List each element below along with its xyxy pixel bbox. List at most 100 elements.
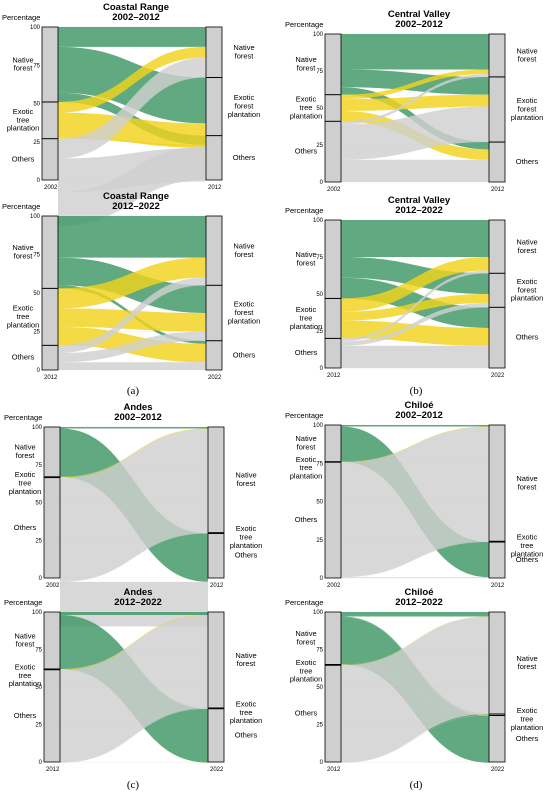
flows <box>60 427 208 627</box>
x-label-start: 2012 <box>44 375 58 381</box>
stack-bar-frame <box>324 424 342 579</box>
y-tick-label: 50 <box>316 292 323 298</box>
right-category-label: Others <box>516 157 539 166</box>
y-tick-label: 0 <box>37 178 41 184</box>
right-stack-bar <box>488 33 506 183</box>
stack-bar-frame <box>205 26 223 181</box>
flow-band <box>58 112 206 148</box>
x-label-end: 2012 <box>491 187 505 193</box>
flow-band <box>341 715 489 763</box>
stack-bar-frame <box>324 33 342 183</box>
right-category-label: Exotic tree plantation <box>511 533 544 559</box>
flow-band <box>341 320 489 346</box>
flow-band <box>341 577 489 578</box>
panel-subtitle: 2012–2022 <box>395 597 443 608</box>
left-category-label: Exotic tree plantation <box>290 658 323 684</box>
x-label-start: 2002 <box>44 185 58 191</box>
left-category-label: Native forest <box>295 434 316 451</box>
right-category-label: Native forest <box>516 237 537 254</box>
y-tick-label: 75 <box>316 255 323 261</box>
x-label-start: 2002 <box>327 187 341 193</box>
y-tick-label: 25 <box>35 538 42 544</box>
stack-bar-frame <box>488 424 506 579</box>
group-label-c: (c) <box>127 779 140 791</box>
flow-band <box>60 429 208 582</box>
y-tick-label: 50 <box>316 685 323 691</box>
flow-band <box>341 106 489 160</box>
right-category-label: Native forest <box>233 241 254 258</box>
flow-band <box>60 708 208 763</box>
left-stack-bar <box>324 219 342 369</box>
flow-band <box>58 257 206 309</box>
x-label-start: 2012 <box>46 767 60 773</box>
panel-subtitle: 2002–2012 <box>112 12 160 23</box>
left-category-label: Native forest <box>14 631 35 648</box>
flow-band <box>341 541 489 578</box>
x-label-end: 2012 <box>208 185 222 191</box>
stack-bar-frame <box>207 426 225 579</box>
left-category-label: Native forest <box>295 250 316 267</box>
left-category-label: Exotic tree plantation <box>290 305 323 331</box>
right-category-label: Native forest <box>516 474 537 491</box>
flow-band <box>341 426 489 463</box>
flow-band <box>341 270 489 342</box>
y-tick-label: 75 <box>316 69 323 75</box>
panel-subtitle: 2012–2022 <box>112 201 160 212</box>
flow-band <box>58 146 206 226</box>
flow-band <box>58 362 206 370</box>
y-tick-label: 75 <box>316 648 323 654</box>
flow-band <box>341 616 489 763</box>
flow-band <box>60 615 208 670</box>
panel-title: Coastal Range <box>103 191 169 202</box>
alluvial-panel-a-early: Coastal Range2002–2012Percentage02550751… <box>2 2 260 226</box>
flow-band <box>341 257 489 294</box>
stack-bar-frame <box>207 611 225 763</box>
left-category-label: Others <box>14 711 37 720</box>
x-label-end: 2022 <box>491 373 505 379</box>
left-category-label: Exotic tree plantation <box>7 303 40 329</box>
left-category-label: Others <box>12 353 35 362</box>
right-category-label: Native forest <box>235 651 256 668</box>
x-label-start: 2002 <box>46 583 60 589</box>
stack-bar-frame <box>205 215 223 371</box>
y-tick-label: 25 <box>33 330 40 336</box>
right-stack-bar <box>205 215 223 371</box>
left-category-label: Native forest <box>295 629 316 646</box>
left-stack-bar <box>324 33 342 183</box>
panel-title: Chiloé <box>404 587 433 598</box>
x-label-end: 2022 <box>491 767 505 773</box>
flow-band <box>341 69 489 100</box>
y-tick-label: 100 <box>32 610 43 616</box>
right-category-label: Exotic forest plantation <box>228 93 261 119</box>
stack-bar-frame <box>324 611 342 763</box>
flows <box>58 27 206 226</box>
y-tick-label: 0 <box>39 760 43 766</box>
stack-bar-frame <box>488 611 506 763</box>
y-tick-label: 0 <box>39 576 43 582</box>
flow-band <box>58 308 206 332</box>
y-tick-label: 75 <box>33 63 40 69</box>
y-tick-label: 50 <box>35 685 42 691</box>
y-axis-label: Percentage <box>2 202 40 211</box>
right-category-label: Native forest <box>516 46 537 63</box>
y-axis-label: Percentage <box>285 206 323 215</box>
flow-band <box>60 615 208 763</box>
right-stack-bar <box>205 26 223 181</box>
stack-bar-frame <box>488 33 506 183</box>
flow-band <box>58 216 206 258</box>
left-category-label: Exotic tree plantation <box>9 662 42 688</box>
left-category-label: Exotic tree plantation <box>290 455 323 481</box>
flow-band <box>341 426 489 577</box>
y-tick-label: 50 <box>316 500 323 506</box>
right-category-label: Exotic tree plantation <box>230 699 263 725</box>
flow-band <box>341 94 489 111</box>
panel-title: Central Valley <box>388 9 451 20</box>
right-category-label: Native forest <box>233 43 254 60</box>
y-axis-label: Percentage <box>2 13 40 22</box>
